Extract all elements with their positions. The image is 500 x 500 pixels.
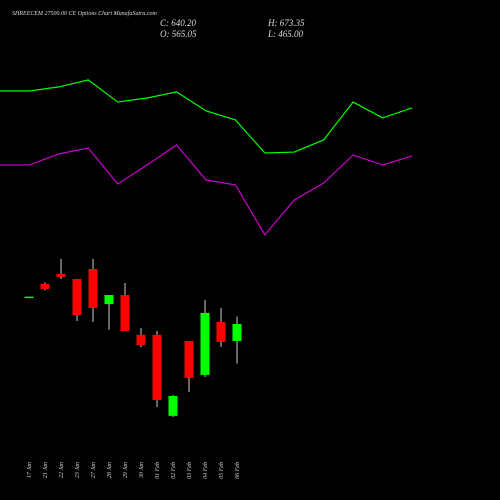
candle-body	[200, 312, 210, 375]
candle-body	[56, 274, 66, 277]
candle-body	[136, 334, 146, 346]
candle-body	[184, 340, 194, 378]
candle-body	[120, 295, 130, 332]
chart-title: SHREECEM 27500.00 CE Options Chart Munaf…	[12, 10, 157, 17]
candle-body	[216, 321, 226, 342]
x-tick-label: 21 Jan	[43, 462, 49, 478]
x-tick-label: 29 Jan	[123, 462, 129, 478]
x-tick-label: 01 Feb	[155, 462, 161, 479]
open-label: O: 565.05	[160, 29, 197, 39]
x-tick-label: 02 Feb	[171, 462, 177, 479]
x-tick-label: 27 Jan	[91, 462, 97, 478]
candle-body	[168, 395, 178, 416]
candle-body	[40, 283, 50, 289]
x-tick-label: 06 Feb	[235, 462, 241, 479]
high-label: H: 673.35	[267, 18, 305, 28]
candle-body	[232, 323, 242, 341]
x-tick-label: 22 Jan	[59, 462, 65, 478]
x-tick-label: 28 Jan	[107, 462, 113, 478]
close-label: C: 640.20	[160, 18, 197, 28]
x-tick-label: 30 Jan	[139, 462, 145, 479]
x-tick-label: 04 Feb	[202, 462, 209, 479]
indicator-line	[0, 79, 413, 154]
x-tick-label: 03 Feb	[187, 462, 193, 479]
candle-body	[72, 278, 82, 315]
indicator-line	[0, 144, 413, 236]
x-tick-label: 17 Jan	[27, 462, 33, 478]
x-tick-label: 23 Jan	[75, 462, 81, 478]
low-label: L: 465.00	[267, 29, 304, 39]
candle-body	[152, 334, 162, 401]
x-tick-label: 05 Feb	[219, 462, 225, 479]
candle-body	[88, 269, 98, 308]
candle-body	[24, 296, 34, 299]
candle-body	[104, 295, 114, 305]
